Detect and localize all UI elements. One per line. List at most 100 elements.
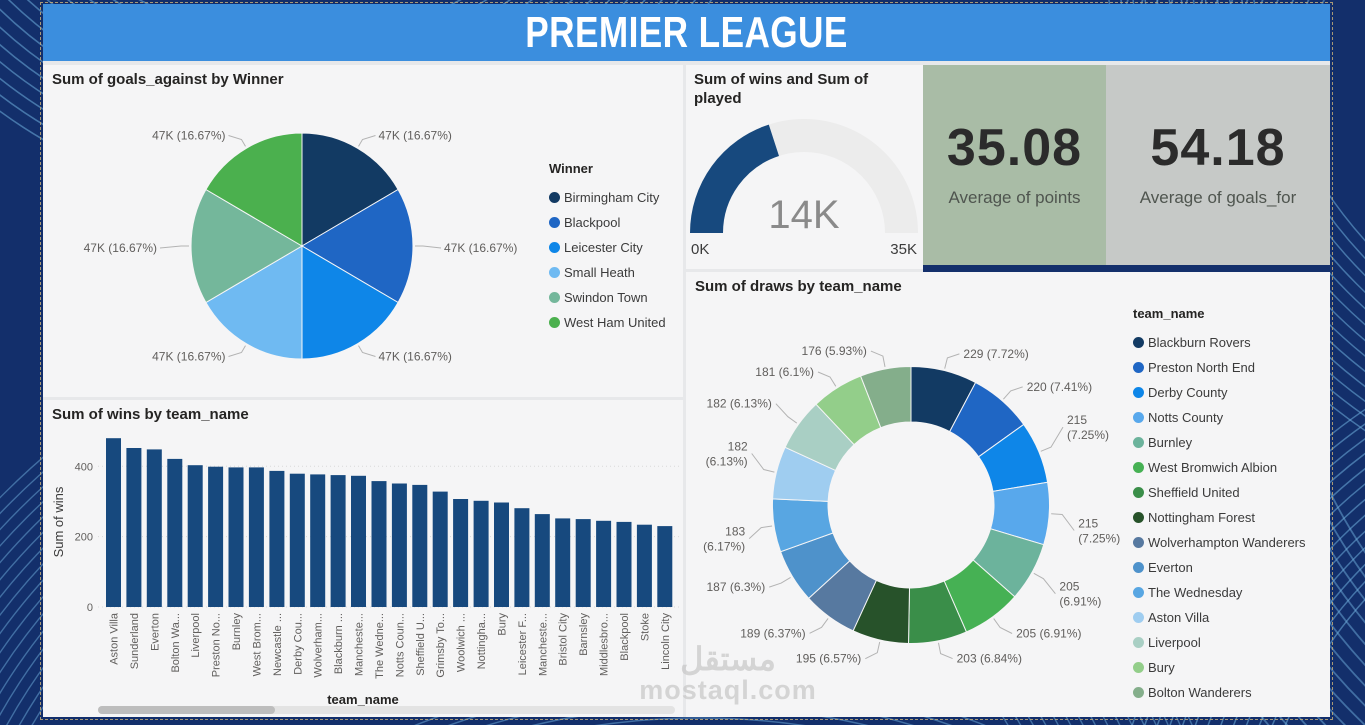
- bar-aston-villa[interactable]: [106, 438, 121, 607]
- donut-data-label: 176 (5.93%): [802, 344, 867, 358]
- pie-label-leader: [415, 245, 442, 249]
- avg-points-card: 35.08 Average of points: [923, 65, 1106, 265]
- legend-label: Nottingham Forest: [1148, 510, 1255, 525]
- legend-item-liverpool[interactable]: Liverpool: [1133, 630, 1306, 655]
- bar-liverpool[interactable]: [187, 465, 203, 607]
- x-axis-category-label: Burnley: [231, 613, 243, 651]
- bar-bolton-wa-[interactable]: [167, 458, 183, 607]
- bar-preston-no-[interactable]: [208, 466, 224, 607]
- page-title: PREMIER LEAGUE: [525, 7, 848, 57]
- pie-slice-leicester-city[interactable]: [301, 245, 399, 360]
- donut-data-label: 215 (7.25%): [1067, 413, 1109, 442]
- legend-item-birmingham-city[interactable]: Birmingham City: [549, 185, 666, 210]
- legend-item-nottingham-forest[interactable]: Nottingham Forest: [1133, 505, 1306, 530]
- bar-sheffield-u-[interactable]: [412, 484, 428, 607]
- legend-swatch: [1133, 337, 1144, 348]
- legend-item-west-bromwich-albion[interactable]: West Bromwich Albion: [1133, 455, 1306, 480]
- legend-swatch: [549, 217, 560, 228]
- donut-slice-bolton-wanderers[interactable]: [859, 365, 912, 429]
- legend-item-west-ham-united[interactable]: West Ham United: [549, 310, 666, 335]
- legend-item-swindon-town[interactable]: Swindon Town: [549, 285, 666, 310]
- y-axis-tick: 200: [75, 532, 93, 544]
- pie-slice-small-heath[interactable]: [205, 245, 303, 360]
- x-axis-category-label: Blackpool: [619, 613, 631, 661]
- bar-barnsley[interactable]: [575, 519, 591, 607]
- legend-item-bolton-wanderers[interactable]: Bolton Wanderers: [1133, 680, 1306, 705]
- bar-mancheste-[interactable]: [351, 475, 366, 607]
- legend-item-preston-north-end[interactable]: Preston North End: [1133, 355, 1306, 380]
- x-axis-category-label: Grimsby To...: [435, 613, 447, 678]
- bar-stoke[interactable]: [636, 524, 652, 607]
- legend-item-the-wednesday[interactable]: The Wednesday: [1133, 580, 1306, 605]
- bar-woolwich-[interactable]: [453, 499, 469, 607]
- donut-data-label: 220 (7.41%): [1027, 380, 1092, 394]
- bar-burnley[interactable]: [228, 467, 244, 607]
- bar-blackburn-[interactable]: [330, 475, 346, 607]
- bar-bristol-city[interactable]: [555, 518, 571, 607]
- legend-label: Preston North End: [1148, 360, 1255, 375]
- pie-slice-west-ham-united[interactable]: [205, 132, 303, 247]
- donut-label-leader: [751, 453, 775, 473]
- bar-leicester-f-[interactable]: [514, 508, 530, 607]
- pie-label-leader: [358, 135, 376, 147]
- bar-lincoln-city[interactable]: [657, 526, 673, 607]
- pie-slice-birmingham-city[interactable]: [301, 132, 399, 247]
- x-axis-category-label: Woolwich ...: [456, 613, 468, 672]
- legend-label: Everton: [1148, 560, 1193, 575]
- bar-mancheste-[interactable]: [534, 514, 550, 607]
- legend-swatch: [1133, 512, 1144, 523]
- x-axis-category-label: Lincoln City: [660, 613, 672, 670]
- legend-item-everton[interactable]: Everton: [1133, 555, 1306, 580]
- legend-label: West Ham United: [564, 315, 666, 330]
- bar-nottingha-[interactable]: [473, 500, 489, 607]
- draws-donut-panel: Sum of draws by team_name 229 (7.72%) 220…: [686, 272, 1330, 717]
- donut-label-leader: [944, 353, 960, 369]
- legend-label: Derby County: [1148, 385, 1228, 400]
- donut-data-label: 189 (6.37%): [740, 626, 805, 640]
- pie-chart: 47K (16.67%) 47K (16.67%) 47K (16.67%) 47K …: [84, 129, 518, 364]
- bar-middlesbro-[interactable]: [596, 520, 612, 607]
- bar-bury[interactable]: [494, 502, 509, 608]
- legend-item-blackburn-rovers[interactable]: Blackburn Rovers: [1133, 330, 1306, 355]
- legend-label: Burnley: [1148, 435, 1193, 450]
- bar-newcastle-[interactable]: [269, 470, 285, 607]
- legend-swatch: [1133, 587, 1144, 598]
- legend-item-burnley[interactable]: Burnley: [1133, 430, 1306, 455]
- bar-chart-title: Sum of wins by team_name: [52, 406, 249, 423]
- bar-grimsby-to-[interactable]: [432, 491, 448, 607]
- bar-derby-cou-[interactable]: [289, 473, 305, 607]
- x-axis-category-label: Blackburn ...: [333, 613, 345, 674]
- donut-data-label: 181 (6.1%): [755, 365, 814, 379]
- x-axis-category-label: Bristol City: [558, 613, 570, 666]
- legend-item-sheffield-united[interactable]: Sheffield United: [1133, 480, 1306, 505]
- pie-slice-swindon-town[interactable]: [190, 188, 303, 304]
- legend-item-aston-villa[interactable]: Aston Villa: [1133, 605, 1306, 630]
- bar-the-wedne-[interactable]: [371, 481, 387, 607]
- legend-item-blackpool[interactable]: Blackpool: [549, 210, 666, 235]
- legend-item-leicester-city[interactable]: Leicester City: [549, 235, 666, 260]
- pie-slice-blackpool[interactable]: [301, 188, 414, 304]
- scrollbar-thumb[interactable]: [98, 706, 275, 714]
- bar-everton[interactable]: [146, 449, 162, 607]
- legend-swatch: [1133, 412, 1144, 423]
- pie-data-label: 47K (16.67%): [84, 241, 157, 255]
- legend-swatch: [1133, 387, 1144, 398]
- donut-data-label: 229 (7.72%): [963, 347, 1028, 361]
- legend-swatch: [1133, 562, 1144, 573]
- legend-item-bury[interactable]: Bury: [1133, 655, 1306, 680]
- bar-wolverham-[interactable]: [310, 474, 326, 607]
- bar-notts-coun-[interactable]: [391, 483, 407, 608]
- legend-item-notts-county[interactable]: Notts County: [1133, 405, 1306, 430]
- bar-chart-scrollbar[interactable]: [98, 706, 675, 714]
- y-axis-tick: 400: [75, 461, 93, 473]
- donut-label-leader: [748, 525, 773, 539]
- donut-data-label: 205 (6.91%): [1059, 580, 1101, 609]
- legend-item-derby-county[interactable]: Derby County: [1133, 380, 1306, 405]
- bar-blackpool[interactable]: [616, 521, 632, 607]
- bar-x-axis-title: team_name: [327, 692, 399, 707]
- bar-west-brom-[interactable]: [248, 467, 264, 607]
- bar-sunderland[interactable]: [126, 448, 142, 607]
- legend-item-wolverhampton-wanderers[interactable]: Wolverhampton Wanderers: [1133, 530, 1306, 555]
- legend-item-small-heath[interactable]: Small Heath: [549, 260, 666, 285]
